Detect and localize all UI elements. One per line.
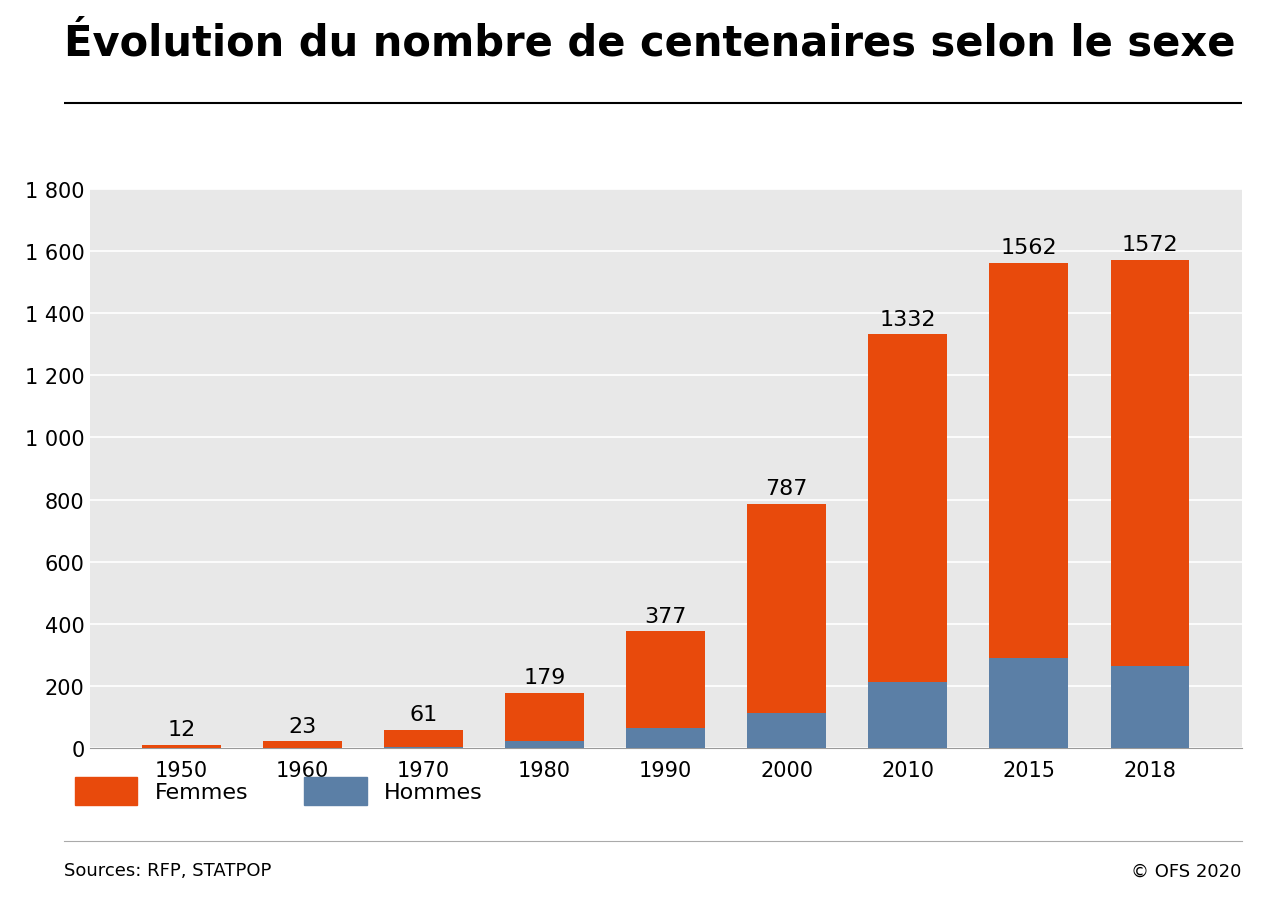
Text: 1572: 1572 — [1121, 235, 1178, 254]
Bar — [989, 658, 1069, 749]
Text: © OFS 2020: © OFS 2020 — [1132, 861, 1242, 879]
Text: 1332: 1332 — [879, 309, 936, 329]
Bar — [868, 682, 947, 749]
Text: 23: 23 — [288, 716, 316, 736]
Bar — [989, 263, 1069, 658]
Bar — [384, 730, 463, 747]
Text: 61: 61 — [410, 704, 438, 724]
Text: 377: 377 — [644, 606, 687, 626]
Bar — [142, 745, 220, 749]
Bar — [1111, 667, 1189, 749]
Text: 787: 787 — [765, 479, 808, 499]
Bar — [748, 504, 826, 713]
Bar — [384, 747, 463, 749]
Bar — [626, 729, 705, 749]
Text: 1562: 1562 — [1001, 238, 1057, 258]
Bar — [262, 741, 342, 748]
Text: Évolution du nombre de centenaires selon le sexe: Évolution du nombre de centenaires selon… — [64, 23, 1235, 65]
Legend: Femmes, Hommes: Femmes, Hommes — [76, 777, 483, 805]
Bar — [1111, 261, 1189, 667]
Bar — [626, 631, 705, 729]
Bar — [748, 713, 826, 749]
Bar — [868, 335, 947, 682]
Bar — [506, 741, 584, 749]
Bar — [506, 693, 584, 741]
Text: 12: 12 — [168, 720, 196, 740]
Text: Sources: RFP, STATPOP: Sources: RFP, STATPOP — [64, 861, 271, 879]
Text: 179: 179 — [524, 667, 566, 687]
